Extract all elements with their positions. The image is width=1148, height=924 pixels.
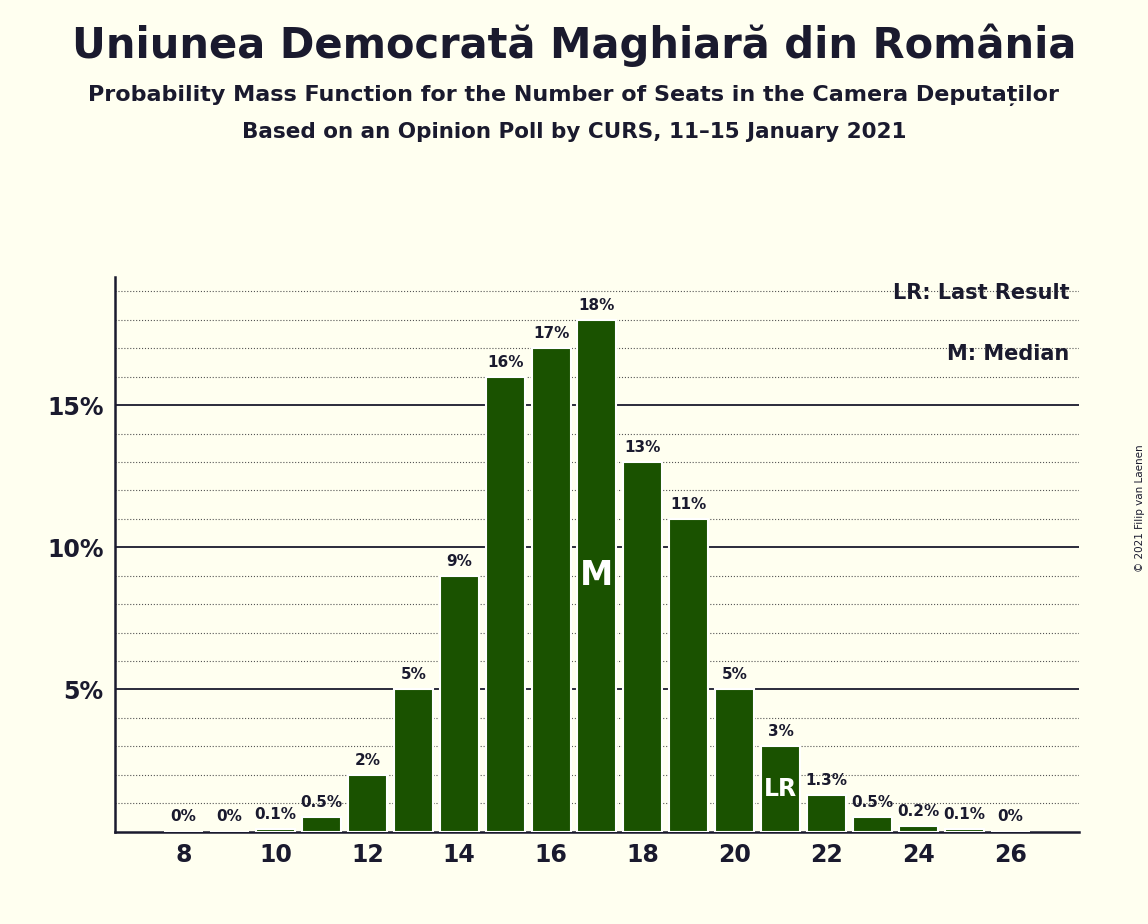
Text: 13%: 13%	[625, 440, 661, 455]
Bar	[256, 829, 295, 832]
Bar	[715, 689, 754, 832]
Text: Probability Mass Function for the Number of Seats in the Camera Deputaților: Probability Mass Function for the Number…	[88, 85, 1060, 106]
Text: 0.1%: 0.1%	[944, 807, 985, 821]
Text: 16%: 16%	[487, 355, 523, 370]
Text: M: Median: M: Median	[947, 344, 1070, 364]
Text: 0.1%: 0.1%	[255, 807, 296, 821]
Bar	[945, 829, 984, 832]
Bar	[899, 826, 938, 832]
Bar	[577, 320, 616, 832]
Text: 0.2%: 0.2%	[898, 804, 939, 819]
Bar	[440, 576, 479, 832]
Bar	[486, 377, 525, 832]
Text: 3%: 3%	[768, 724, 793, 739]
Text: 17%: 17%	[533, 326, 569, 341]
Text: 0%: 0%	[998, 809, 1023, 824]
Text: LR: LR	[765, 777, 797, 801]
Text: 0%: 0%	[171, 809, 196, 824]
Text: 0.5%: 0.5%	[852, 796, 893, 810]
Bar	[807, 795, 846, 832]
Text: 5%: 5%	[401, 667, 426, 682]
Bar	[394, 689, 433, 832]
Bar	[623, 462, 662, 832]
Text: LR: Last Result: LR: Last Result	[893, 283, 1070, 303]
Text: 2%: 2%	[355, 753, 380, 768]
Text: 5%: 5%	[722, 667, 747, 682]
Bar	[302, 818, 341, 832]
Bar	[853, 818, 892, 832]
Text: 9%: 9%	[447, 553, 472, 568]
Bar	[669, 519, 708, 832]
Bar	[348, 774, 387, 832]
Text: M: M	[581, 559, 613, 592]
Text: 18%: 18%	[579, 298, 615, 312]
Text: 11%: 11%	[670, 497, 707, 512]
Text: Based on an Opinion Poll by CURS, 11–15 January 2021: Based on an Opinion Poll by CURS, 11–15 …	[242, 122, 906, 142]
Text: 0%: 0%	[217, 809, 242, 824]
Text: 1.3%: 1.3%	[806, 772, 847, 787]
Bar	[761, 747, 800, 832]
Text: 0.5%: 0.5%	[301, 796, 342, 810]
Bar	[532, 348, 571, 832]
Text: Uniunea Democrată Maghiară din România: Uniunea Democrată Maghiară din România	[72, 23, 1076, 67]
Text: © 2021 Filip van Laenen: © 2021 Filip van Laenen	[1135, 444, 1145, 572]
